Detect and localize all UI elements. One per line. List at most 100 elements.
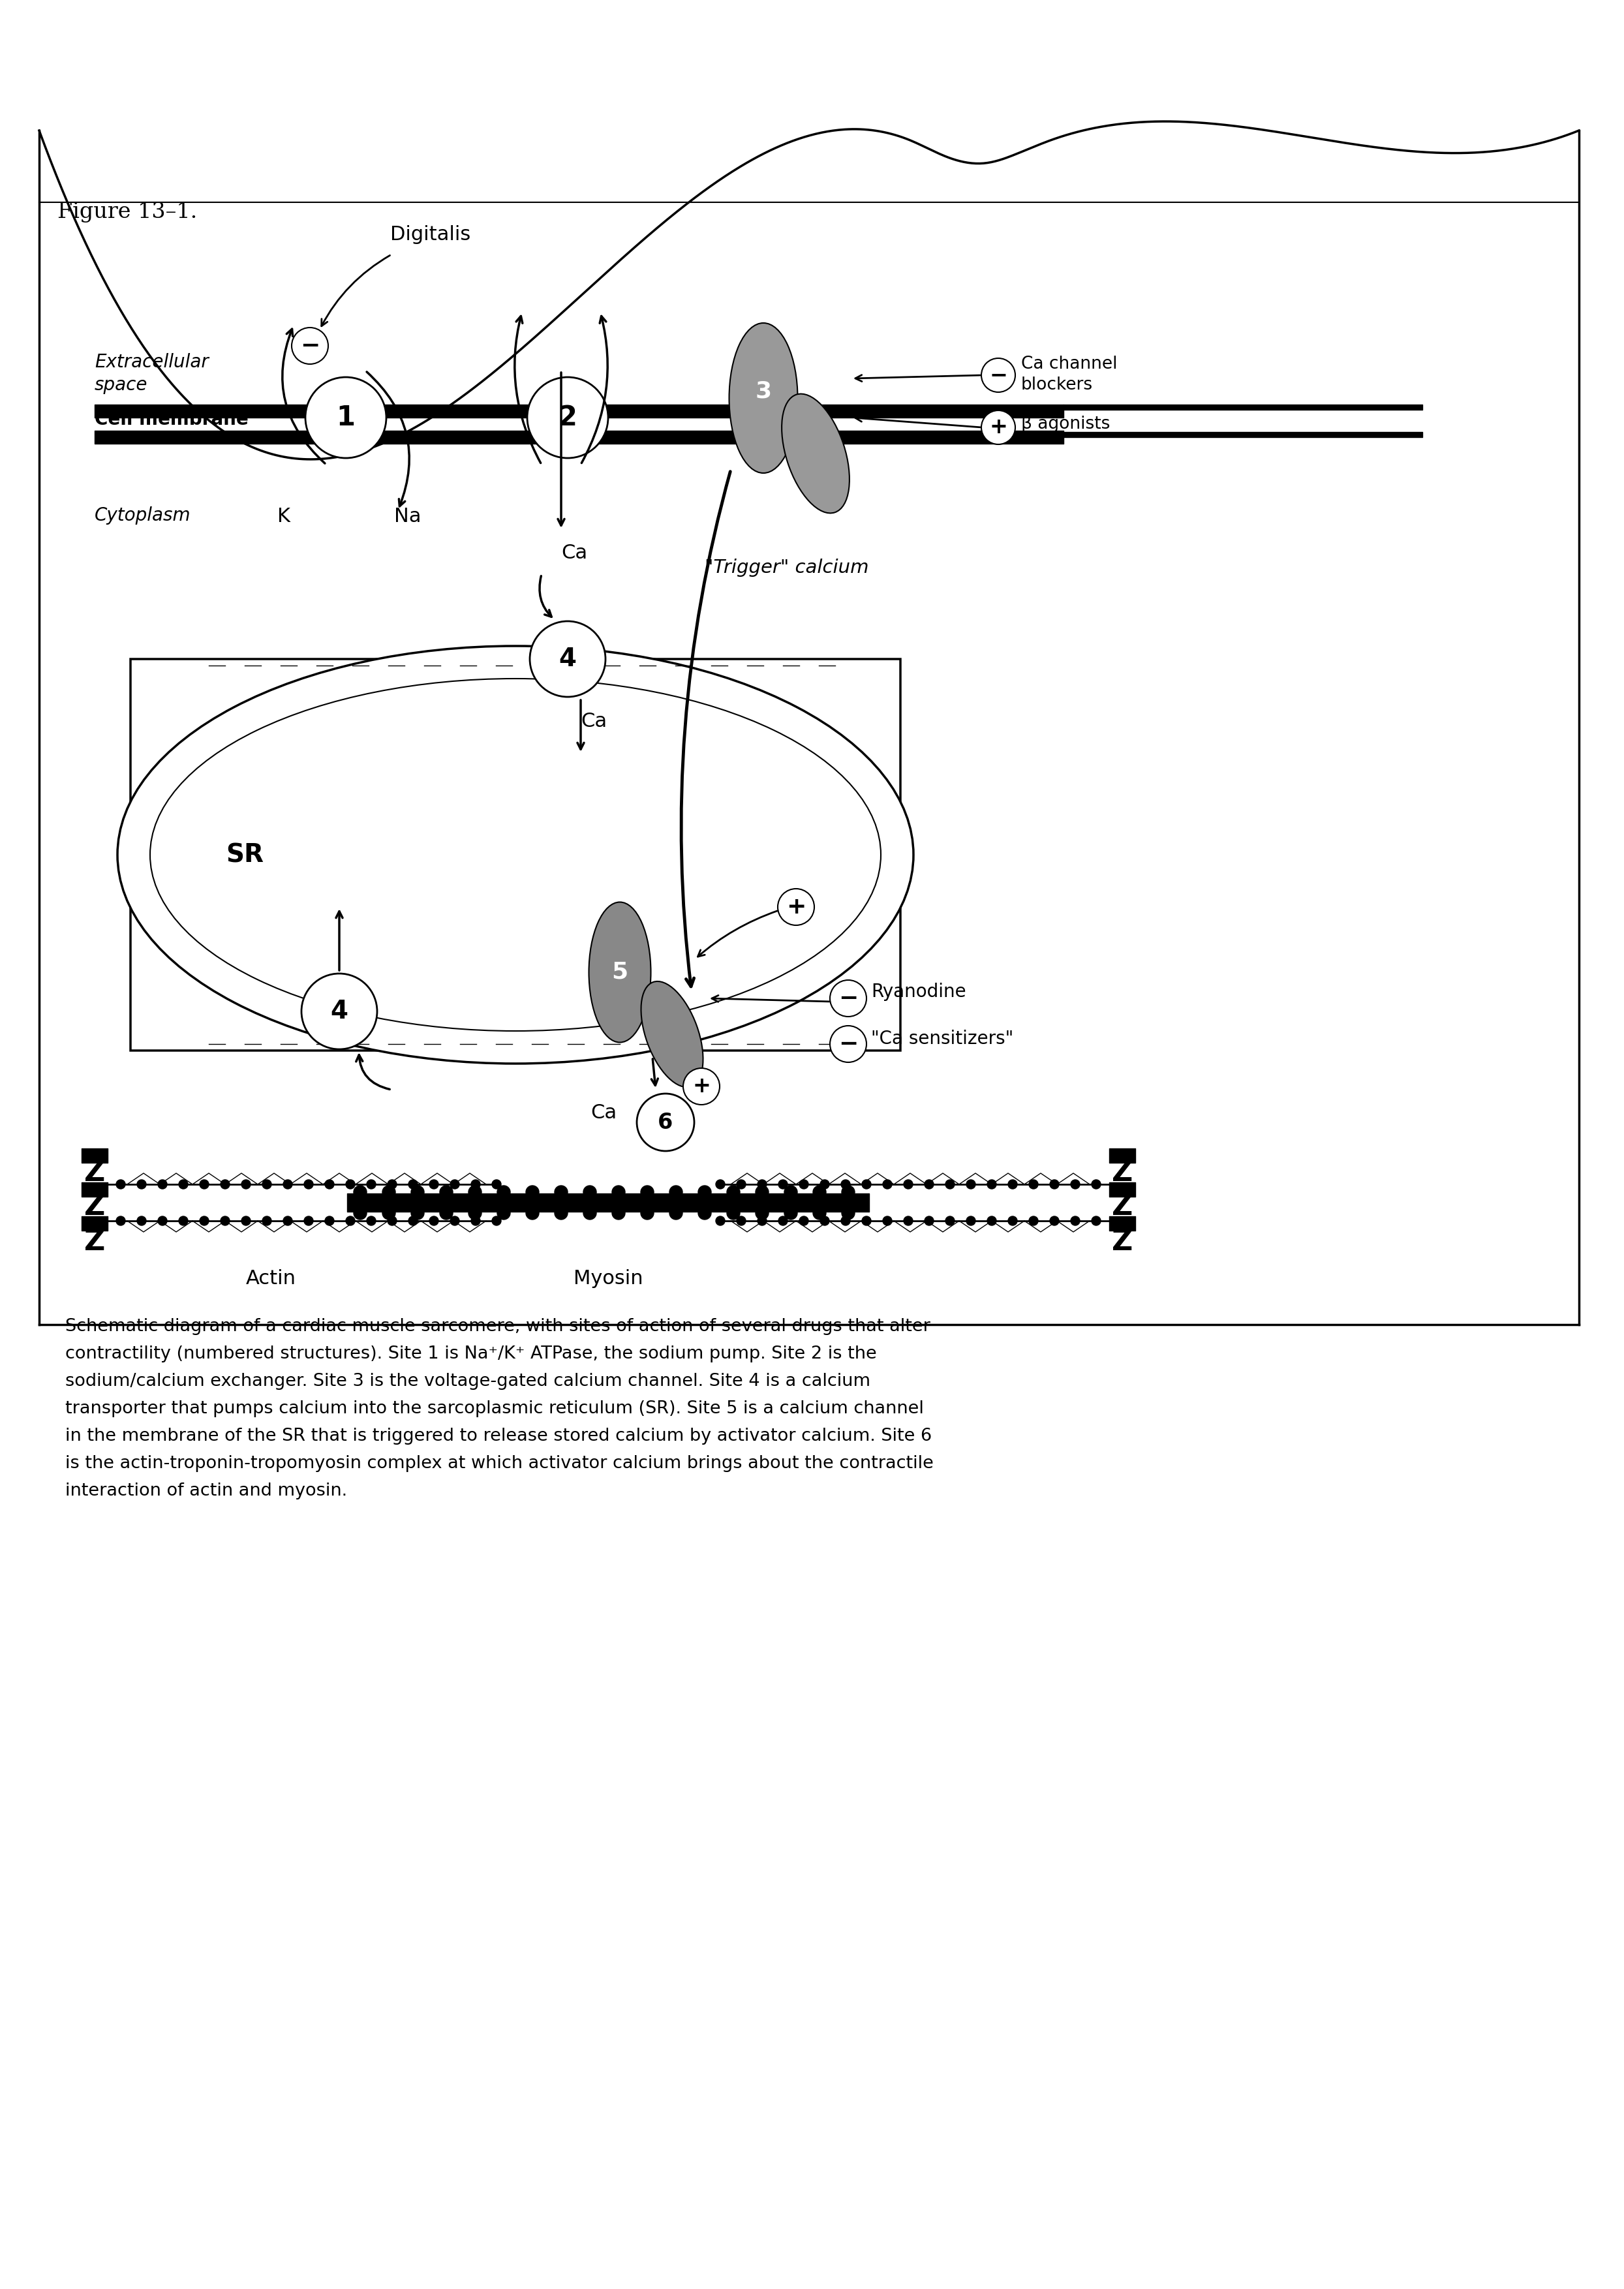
Circle shape — [966, 1215, 976, 1225]
Circle shape — [830, 980, 867, 1016]
Circle shape — [841, 1179, 851, 1188]
Text: Ca: Ca — [560, 542, 588, 563]
Circle shape — [388, 1179, 396, 1188]
Circle shape — [492, 1215, 502, 1225]
Circle shape — [778, 1179, 788, 1188]
Text: Ca: Ca — [591, 1103, 617, 1122]
Circle shape — [1030, 1215, 1038, 1225]
Circle shape — [583, 1206, 596, 1220]
Ellipse shape — [117, 645, 913, 1064]
Circle shape — [757, 1215, 767, 1225]
Circle shape — [641, 1206, 654, 1220]
Circle shape — [526, 1186, 539, 1199]
Circle shape — [814, 1186, 827, 1199]
Circle shape — [841, 1186, 854, 1199]
Circle shape — [555, 1186, 568, 1199]
Circle shape — [755, 1206, 768, 1220]
Circle shape — [784, 1206, 797, 1220]
Circle shape — [987, 1215, 996, 1225]
Text: +: + — [989, 417, 1007, 437]
Circle shape — [555, 1206, 568, 1220]
Circle shape — [526, 1206, 539, 1220]
Circle shape — [468, 1186, 482, 1199]
Text: 6: 6 — [658, 1112, 672, 1133]
Text: β agonists: β agonists — [1021, 417, 1111, 433]
Circle shape — [179, 1179, 188, 1188]
Text: 1: 1 — [336, 403, 356, 430]
Circle shape — [200, 1179, 209, 1188]
Text: 5: 5 — [612, 961, 628, 984]
Text: is the actin-troponin-tropomyosin complex at which activator calcium brings abou: is the actin-troponin-tropomyosin comple… — [65, 1456, 934, 1472]
Circle shape — [221, 1215, 229, 1225]
Circle shape — [528, 378, 607, 458]
Circle shape — [612, 1206, 625, 1220]
Circle shape — [292, 327, 328, 364]
Circle shape — [862, 1179, 870, 1188]
Circle shape — [903, 1179, 913, 1188]
Text: contractility (numbered structures). Site 1 is Na⁺/K⁺ ATPase, the sodium pump. S: contractility (numbered structures). Sit… — [65, 1346, 877, 1362]
Circle shape — [325, 1215, 335, 1225]
Circle shape — [755, 1186, 768, 1199]
Text: Cell membrane: Cell membrane — [94, 410, 248, 428]
Circle shape — [1049, 1215, 1059, 1225]
Circle shape — [411, 1186, 424, 1199]
Text: 4: 4 — [330, 998, 348, 1023]
Ellipse shape — [729, 323, 797, 474]
Circle shape — [409, 1215, 417, 1225]
Text: Z: Z — [1112, 1158, 1134, 1188]
Text: 3: 3 — [755, 380, 771, 403]
Circle shape — [468, 1206, 482, 1220]
Ellipse shape — [641, 982, 703, 1087]
Circle shape — [981, 357, 1015, 391]
Circle shape — [716, 1215, 724, 1225]
Circle shape — [981, 410, 1015, 444]
Text: blockers: blockers — [1021, 375, 1093, 394]
Circle shape — [346, 1179, 356, 1188]
Circle shape — [924, 1215, 934, 1225]
Text: space: space — [94, 375, 148, 394]
Circle shape — [698, 1186, 711, 1199]
Circle shape — [698, 1206, 711, 1220]
Text: interaction of actin and myosin.: interaction of actin and myosin. — [65, 1483, 348, 1499]
Text: SR: SR — [226, 842, 263, 868]
Text: Z: Z — [84, 1158, 106, 1188]
Circle shape — [354, 1206, 367, 1220]
Ellipse shape — [590, 902, 651, 1041]
Circle shape — [1030, 1179, 1038, 1188]
Circle shape — [429, 1179, 438, 1188]
Text: +: + — [692, 1076, 711, 1096]
Circle shape — [304, 1179, 313, 1188]
Text: Z: Z — [1112, 1227, 1134, 1257]
Circle shape — [529, 620, 606, 696]
Text: transporter that pumps calcium into the sarcoplasmic reticulum (SR). Site 5 is a: transporter that pumps calcium into the … — [65, 1401, 924, 1417]
Text: −: − — [989, 364, 1007, 387]
Circle shape — [728, 1186, 741, 1199]
Circle shape — [283, 1179, 292, 1188]
Text: +: + — [786, 895, 806, 918]
Circle shape — [814, 1206, 827, 1220]
Ellipse shape — [781, 394, 849, 513]
Circle shape — [641, 1186, 654, 1199]
Circle shape — [945, 1215, 955, 1225]
Text: Z: Z — [84, 1227, 106, 1257]
Text: in the membrane of the SR that is triggered to release stored calcium by activat: in the membrane of the SR that is trigge… — [65, 1428, 932, 1444]
Circle shape — [221, 1179, 229, 1188]
Circle shape — [117, 1215, 125, 1225]
Circle shape — [799, 1179, 809, 1188]
Circle shape — [1070, 1215, 1080, 1225]
Text: Ca channel: Ca channel — [1021, 355, 1117, 373]
Circle shape — [304, 1215, 313, 1225]
Circle shape — [382, 1206, 395, 1220]
Text: Myosin: Myosin — [573, 1270, 643, 1289]
Circle shape — [820, 1215, 830, 1225]
Circle shape — [242, 1215, 250, 1225]
Text: −: − — [838, 987, 857, 1009]
Text: "Trigger" calcium: "Trigger" calcium — [705, 559, 869, 577]
Circle shape — [325, 1179, 335, 1188]
Text: Extracellular: Extracellular — [94, 353, 208, 371]
Circle shape — [388, 1215, 396, 1225]
Circle shape — [924, 1179, 934, 1188]
Circle shape — [346, 1215, 356, 1225]
Circle shape — [263, 1179, 271, 1188]
Text: Z: Z — [1112, 1193, 1134, 1220]
